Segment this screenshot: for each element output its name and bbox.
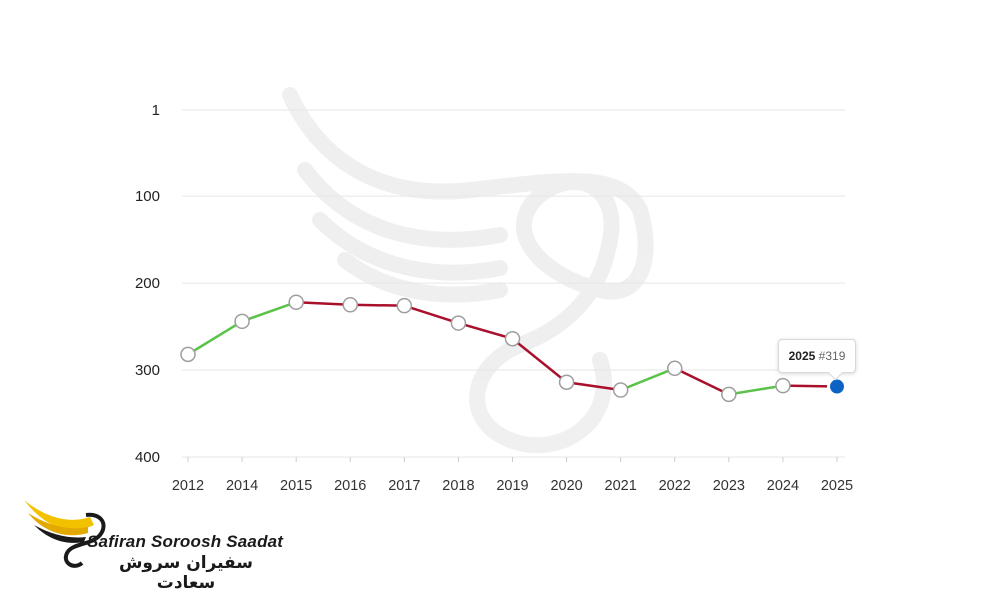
line-segment — [294, 300, 352, 307]
x-tick-label: 2016 — [334, 478, 366, 494]
data-point[interactable] — [667, 360, 683, 377]
x-tick-label: 2022 — [659, 478, 691, 494]
x-tick-label: 2014 — [226, 478, 258, 494]
x-tick-label: 2024 — [767, 478, 799, 494]
y-tick-label: 1 — [152, 102, 160, 119]
data-point[interactable] — [721, 386, 737, 403]
line-segment — [565, 380, 622, 392]
x-tick-label: 2020 — [550, 478, 582, 494]
line-segment — [457, 321, 514, 340]
point-tooltip: 2025 #319 — [778, 339, 856, 381]
x-tick-label: 2015 — [280, 478, 312, 494]
data-point[interactable] — [180, 346, 196, 363]
line-segment — [673, 367, 731, 396]
data-point[interactable] — [775, 377, 791, 394]
line-segment — [349, 303, 406, 307]
series-points — [180, 294, 847, 403]
brand-logo — [24, 500, 106, 568]
grid-lines — [182, 109, 845, 458]
wing-icon — [24, 500, 106, 568]
data-point[interactable] — [450, 315, 467, 331]
x-tick-label: 2025 — [821, 478, 853, 494]
line-segment — [511, 337, 568, 384]
data-point[interactable] — [396, 297, 413, 314]
y-axis: 1 100 200 300 400 — [135, 102, 160, 466]
series-line — [186, 300, 839, 396]
brand-name-en: Safiran Soroosh Saadat — [87, 532, 284, 551]
tooltip-year: 2025 — [788, 349, 816, 363]
x-tick-label: 2017 — [388, 478, 420, 494]
line-segment — [186, 320, 244, 356]
y-tick-label: 400 — [135, 449, 160, 466]
data-point[interactable] — [504, 330, 521, 347]
brand-name-fa: سفیران سروش سعادت — [118, 553, 254, 593]
y-tick-label: 300 — [135, 362, 160, 379]
x-tick-label: 2012 — [172, 478, 204, 494]
data-point[interactable] — [288, 294, 304, 310]
highlighted-data-point[interactable] — [827, 376, 847, 397]
data-point[interactable] — [612, 382, 629, 398]
line-segment — [727, 384, 785, 396]
line-segment — [240, 300, 298, 323]
y-tick-label: 100 — [135, 188, 160, 205]
data-point[interactable] — [558, 374, 575, 390]
y-tick-label: 200 — [135, 275, 160, 292]
x-tick-label: 2023 — [713, 478, 745, 494]
tooltip-rank: #319 — [818, 349, 846, 363]
x-tick-label: 2019 — [496, 478, 528, 494]
x-tick-label: 2021 — [605, 478, 637, 494]
data-point[interactable] — [234, 313, 250, 330]
x-tick-label: 2018 — [442, 478, 474, 494]
data-point[interactable] — [342, 297, 358, 313]
line-segment — [619, 367, 676, 392]
line-segment — [403, 304, 460, 325]
x-axis: 2012 2014 2015 2016 2017 2018 2019 2020 2021 2022… — [172, 457, 853, 494]
